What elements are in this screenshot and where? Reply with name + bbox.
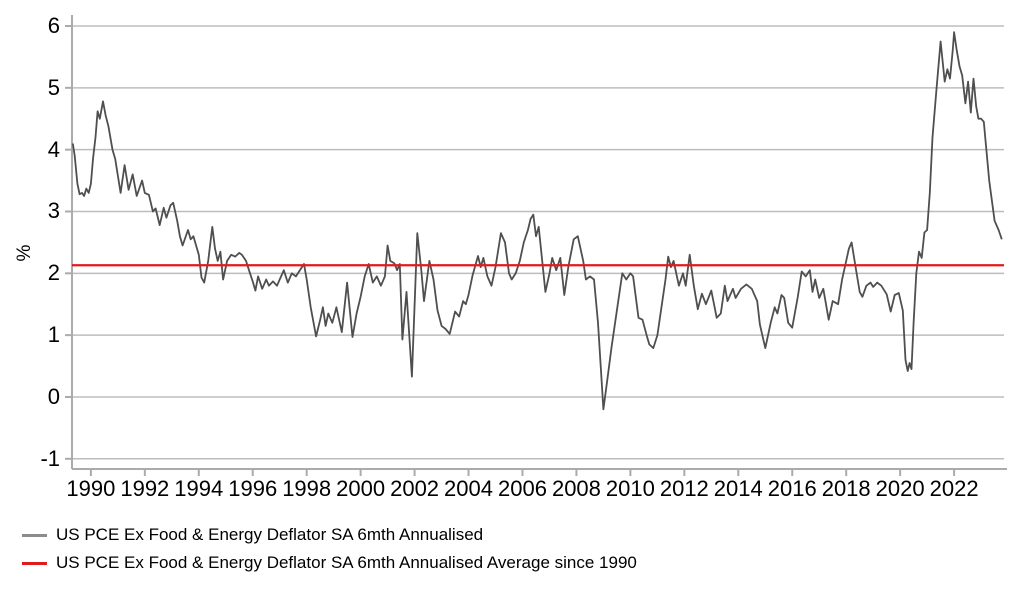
- x-tick-label-1996: 1996: [228, 476, 278, 501]
- x-tick-label-1994: 1994: [174, 476, 224, 501]
- x-tick-label-2016: 2016: [767, 476, 817, 501]
- legend-item-0: US PCE Ex Food & Energy Deflator SA 6mth…: [22, 521, 637, 549]
- y-tick-label-3: 3: [47, 198, 60, 224]
- x-tick-label-2018: 2018: [821, 476, 871, 501]
- legend-line-swatch-0: [22, 533, 47, 537]
- x-tick-label-1990: 1990: [66, 476, 116, 501]
- legend: US PCE Ex Food & Energy Deflator SA 6mth…: [22, 521, 637, 577]
- x-tick-label-1998: 1998: [282, 476, 332, 501]
- x-tick-label-2002: 2002: [390, 476, 440, 501]
- y-tick-label-0: 0: [47, 383, 60, 409]
- y-tick-label-5: 5: [47, 74, 60, 100]
- y-tick-label-2: 2: [47, 260, 60, 286]
- x-tick-label-2000: 2000: [336, 476, 386, 501]
- x-tick-label-2014: 2014: [713, 476, 763, 501]
- legend-label-0: US PCE Ex Food & Energy Deflator SA 6mth…: [56, 525, 484, 544]
- legend-line-swatch-1: [22, 561, 47, 565]
- x-tick-label-2010: 2010: [605, 476, 655, 501]
- x-tick-label-2020: 2020: [875, 476, 925, 501]
- series-line-0: [71, 31, 1003, 411]
- y-tick-label-4: 4: [47, 136, 60, 162]
- y-tick-label-1: 1: [47, 322, 60, 348]
- x-tick-label-2006: 2006: [498, 476, 547, 501]
- x-tick-label-1992: 1992: [120, 476, 170, 501]
- y-tick-label--1: -1: [40, 445, 60, 471]
- x-tick-label-2004: 2004: [444, 476, 493, 501]
- x-tick-label-2022: 2022: [929, 476, 979, 501]
- legend-item-1: US PCE Ex Food & Energy Deflator SA 6mth…: [22, 549, 637, 577]
- x-tick-label-2008: 2008: [551, 476, 601, 501]
- y-tick-label-6: 6: [47, 13, 60, 38]
- legend-label-1: US PCE Ex Food & Energy Deflator SA 6mth…: [56, 553, 637, 572]
- x-tick-label-2012: 2012: [659, 476, 709, 501]
